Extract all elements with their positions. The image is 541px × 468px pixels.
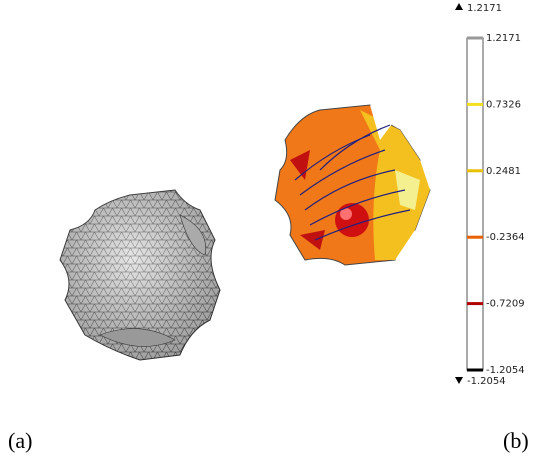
colorbar-min: -1.2054 xyxy=(467,376,506,387)
field-object xyxy=(274,104,431,266)
colorbar-tick-label: -0.2364 xyxy=(486,232,525,243)
colorbar-frame xyxy=(466,37,484,371)
mesh-object xyxy=(59,189,221,361)
panel-label: (b) xyxy=(503,428,529,453)
min-marker xyxy=(455,377,463,384)
colorbar-max: 1.2171 xyxy=(467,3,502,14)
colorbar-tick-label: -1.2054 xyxy=(486,365,525,376)
max-marker xyxy=(455,3,463,10)
colorbar-tick-label: 0.7326 xyxy=(486,99,521,110)
panel-label: (a) xyxy=(8,428,32,453)
colorbar-tick-label: 1.2171 xyxy=(486,33,521,44)
colorbar-tick-label: -0.7209 xyxy=(486,299,525,310)
colorbar-ticks: 1.2171 0.7326 0.2481 -0.2364 -0.7209 -1.2054 xyxy=(467,33,525,376)
colorbar-tick-label: 0.2481 xyxy=(486,166,521,177)
